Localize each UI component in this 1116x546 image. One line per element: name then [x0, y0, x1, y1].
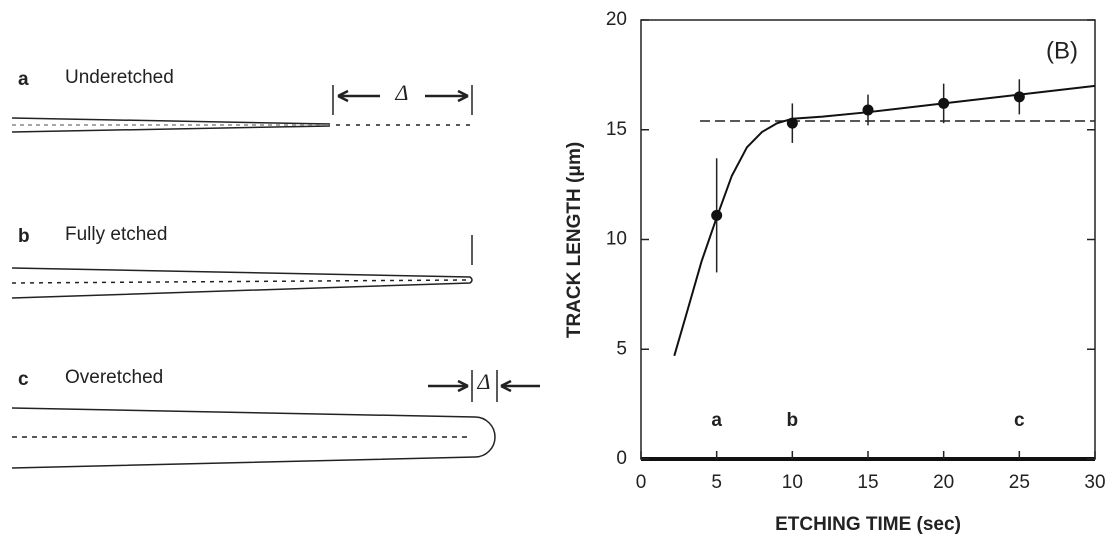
y-tick-label: 15 [606, 119, 627, 140]
x-tick-label: 10 [782, 472, 803, 493]
data-point [938, 97, 950, 109]
y-axis-label: TRACK LENGTH (μm) [564, 142, 585, 338]
delta-label: Δ [477, 369, 491, 394]
data-point [862, 104, 874, 116]
y-tick-label: 5 [616, 338, 627, 359]
panel-letter: b [18, 226, 30, 247]
track-shape [11, 85, 473, 133]
panel-label: Overetched [65, 367, 163, 388]
x-tick-label: 5 [711, 472, 722, 493]
stage-marker: c [1014, 410, 1025, 431]
delta-label: Δ [395, 80, 409, 105]
panel-label: Underetched [65, 67, 174, 88]
track-shape [11, 370, 540, 469]
x-tick-label: 0 [636, 472, 647, 493]
x-tick-label: 25 [1009, 472, 1030, 493]
x-tick-label: 30 [1084, 472, 1105, 493]
x-axis-label: ETCHING TIME (sec) [775, 514, 961, 535]
data-point [711, 209, 723, 221]
panel-letter: a [18, 69, 29, 90]
stage-marker: b [787, 410, 799, 431]
stage-marker: a [711, 410, 722, 431]
panel-letter: c [18, 369, 29, 390]
data-point [786, 117, 798, 129]
y-tick-label: 10 [606, 229, 627, 250]
y-tick-label: 0 [616, 448, 627, 469]
curve [673, 84, 1096, 357]
panel-label: Fully etched [65, 224, 167, 245]
data-point [1013, 91, 1025, 103]
track-shape [11, 235, 473, 299]
x-tick-label: 15 [857, 472, 878, 493]
y-tick-label: 20 [606, 9, 627, 30]
panel-annotation: (B) [1046, 37, 1078, 64]
x-tick-label: 20 [933, 472, 954, 493]
